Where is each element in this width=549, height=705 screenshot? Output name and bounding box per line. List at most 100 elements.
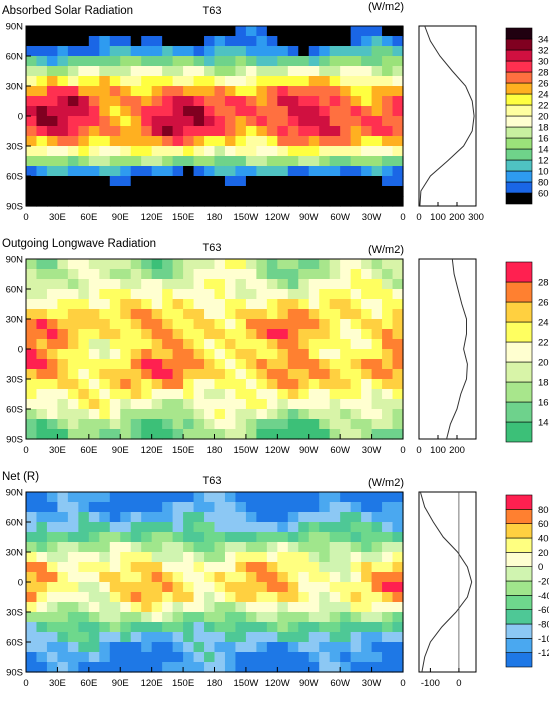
- panel-1-field-cell: [99, 176, 111, 187]
- panel-3-x-tick-label: 60W: [330, 678, 350, 689]
- panel-1-field-cell: [204, 156, 216, 167]
- panel-3-field-cell: [361, 532, 373, 543]
- panel-2-field-cell: [319, 319, 331, 330]
- panel-2-field-cell: [361, 349, 373, 360]
- panel-1-field-cell: [26, 96, 38, 107]
- panel-1-field-cell: [183, 36, 195, 47]
- panel-1-field-cell: [204, 136, 216, 147]
- panel-1-field-cell: [329, 96, 341, 107]
- panel-3-field-cell: [151, 542, 163, 553]
- panel-3-field-cell: [99, 532, 111, 543]
- panel-2-field-cell: [99, 299, 111, 310]
- panel-2-field-cell: [78, 309, 90, 320]
- panel-2-field-cell: [235, 299, 247, 310]
- panel-1-field-cell: [298, 56, 310, 67]
- panel-1-field-cell: [382, 26, 394, 37]
- panel-3-x-tick-label: 30E: [49, 678, 66, 689]
- panel-2-field-cell: [256, 329, 268, 340]
- panel-1-field-cell: [151, 156, 163, 167]
- panel-2-field-cell: [266, 329, 278, 340]
- panel-1-field-cell: [88, 136, 100, 147]
- panel-1-field-cell: [350, 106, 362, 117]
- panel-2-x-tick-label: 120E: [141, 445, 163, 456]
- panel-2-field-cell: [224, 429, 237, 440]
- panel-1-field-cell: [36, 86, 48, 97]
- panel-3-field-cell: [298, 512, 310, 523]
- panel-1-field-cell: [235, 56, 247, 67]
- panel-3-field-cell: [298, 602, 310, 613]
- panel-2-field-cell: [183, 379, 195, 390]
- panel-3-y-tick-label: 30N: [6, 548, 24, 559]
- panel-1-field-cell: [214, 96, 226, 107]
- panel-2-field-cell: [120, 419, 132, 430]
- panel-2-field-cell: [67, 319, 79, 330]
- panel-3-field-cell: [162, 602, 174, 613]
- panel-1-field-cell: [340, 196, 352, 207]
- panel-2-field-cell: [245, 369, 257, 380]
- panel-2-field-cell: [193, 309, 205, 320]
- panel-1-field-cell: [193, 46, 205, 57]
- panel-3-field-cell: [298, 642, 310, 653]
- panel-2-field-cell: [88, 409, 100, 420]
- panel-2-field-cell: [319, 299, 331, 310]
- panel-1-x-tick-label: 60E: [80, 212, 97, 223]
- panel-3-field-cell: [350, 502, 362, 513]
- panel-2-field-cell: [57, 429, 69, 440]
- panel-3-field-cell: [245, 642, 257, 653]
- panel-2-field-cell: [36, 299, 48, 310]
- panel-2-field-cell: [183, 319, 195, 330]
- panel-2-field-cell: [350, 369, 362, 380]
- panel-3-field-cell: [204, 532, 216, 543]
- panel-1-field-cell: [287, 176, 299, 187]
- panel-2-field-cell: [130, 389, 142, 400]
- panel-3-field-cell: [361, 492, 373, 503]
- panel-2-field-cell: [26, 429, 38, 440]
- panel-1-field-cell: [130, 56, 142, 67]
- panel-1-field-cell: [298, 116, 310, 127]
- panel-2-field-cell: [36, 329, 48, 340]
- panel-2-field-cell: [308, 309, 320, 320]
- panel-2-field-cell: [130, 339, 142, 350]
- panel-2-field-cell: [193, 269, 205, 280]
- panel-1-field-cell: [277, 146, 289, 157]
- panel-1-profile-line: [419, 25, 475, 207]
- panel-2-field-cell: [340, 259, 352, 270]
- panel-1-field-cell: [371, 56, 383, 67]
- panel-3-field-cell: [350, 512, 362, 523]
- panel-1-field-cell: [109, 76, 121, 87]
- panel-3-field-cell: [130, 662, 142, 673]
- panel-2-field-cell: [277, 409, 289, 420]
- panel-2-field-cell: [235, 309, 247, 320]
- panel-2-field-cell: [308, 329, 320, 340]
- panel-3-field-cell: [277, 572, 289, 583]
- panel-3-field-cell: [46, 502, 59, 513]
- panel-3-field-cell: [88, 642, 100, 653]
- panel-2-field-cell: [329, 399, 341, 410]
- panel-3-field-cell: [361, 662, 373, 673]
- panel-2-field-cell: [36, 419, 48, 430]
- panel-2-field-cell: [256, 259, 268, 270]
- panel-3-field-cell: [130, 502, 142, 513]
- panel-1-y-tick-label: 90S: [6, 202, 23, 213]
- panel-1-field-cell: [235, 86, 247, 97]
- panel-2-field-cell: [266, 289, 278, 300]
- panel-2-x-tick-label: 60W: [330, 445, 350, 456]
- panel-3-field-cell: [266, 542, 278, 553]
- panel-2-field-cell: [298, 289, 310, 300]
- panel-1-field-cell: [214, 166, 226, 177]
- panel-3-field-cell: [287, 542, 299, 553]
- panel-2-field-cell: [36, 269, 48, 280]
- panel-3-field-cell: [329, 562, 341, 573]
- panel-1-field-cell: [78, 56, 90, 67]
- panel-1-field-cell: [245, 166, 257, 177]
- panel-3-field-cell: [36, 542, 48, 553]
- panel-3-field-cell: [78, 622, 90, 633]
- panel-3-field-cell: [277, 602, 289, 613]
- panel-1-field-cell: [214, 86, 226, 97]
- panel-3-field-cell: [277, 582, 289, 593]
- panel-3-field-cell: [78, 592, 90, 603]
- panel-1-field-cell: [256, 156, 268, 167]
- panel-1-field-cell: [141, 106, 153, 117]
- panel-2-zonal-profile: 0 100 200: [416, 258, 477, 456]
- panel-1-y-tick-label: 60N: [6, 52, 24, 63]
